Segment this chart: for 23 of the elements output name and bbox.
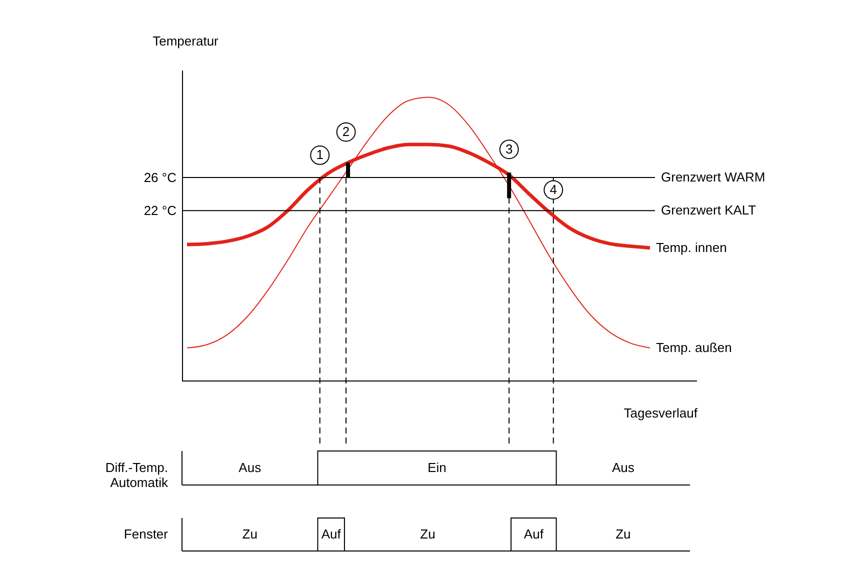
annotation: 1 [316, 147, 324, 162]
text: Fenster [124, 526, 169, 542]
annotation: 3 [505, 141, 513, 156]
series-label: Temp. innen [656, 240, 727, 255]
series-label: Temp. außen [656, 340, 732, 355]
text: Aus [238, 460, 262, 475]
ref-line-label: Grenzwert KALT [661, 202, 756, 218]
line-series [186, 96, 650, 348]
y-tick-label: 22 °C [144, 203, 176, 218]
text: Auf [321, 526, 342, 542]
x-axis-title: Tagesverlauf [624, 406, 698, 420]
text: Zu [420, 526, 436, 542]
text: Ein [428, 460, 446, 475]
ref-line-label: Grenzwert WARM [661, 170, 766, 185]
text: Aus [612, 460, 635, 475]
annotation: 2 [342, 124, 350, 140]
text: Zu [616, 526, 631, 542]
y-tick-label: 26 °C [144, 170, 176, 186]
annotation: 4 [550, 182, 557, 197]
text: Diff.-Temp. Automatik [105, 460, 168, 490]
text: Zu [242, 526, 258, 542]
y-axis-title: Temperatur [152, 34, 220, 48]
text: Auf [524, 526, 544, 542]
